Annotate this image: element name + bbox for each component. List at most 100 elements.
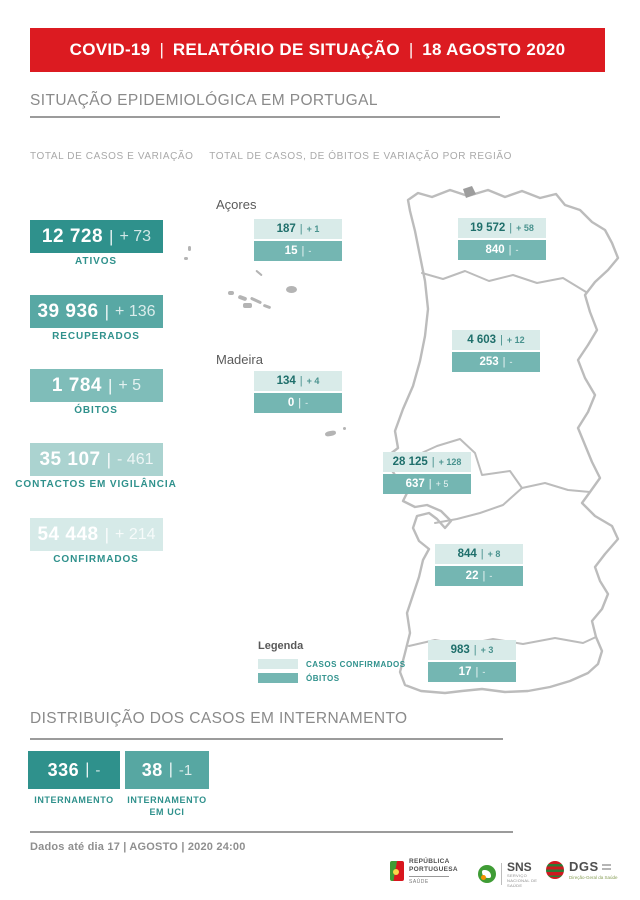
acores-island [188,246,191,251]
dgs-smallprint-lines [601,864,611,871]
stat-value: 1 784 [51,374,102,396]
value-separator: | [500,334,503,346]
region-5-cases-row: 983 | + 3 [428,640,516,660]
value-separator: | [104,301,110,321]
deaths-variation: - [305,398,309,408]
cases-value: 19 572 [470,222,506,234]
region-4-deaths-row: 22 | - [435,566,523,586]
acores-island [262,303,272,310]
stat-box-ativos: 12 728 | + 73 [30,220,163,253]
value-separator: | [106,449,112,469]
internment-uci-value: 38 [141,759,163,780]
region-4-cases-row: 844 | + 8 [435,544,523,564]
report-title-banner: COVID-19 | RELATÓRIO DE SITUAÇÃO | 18 AG… [30,28,605,72]
sns-logo-text: SNS SERVIÇO NACIONAL DE SAÚDE [507,860,543,889]
banner-title-covid: COVID-19 [69,40,151,59]
value-separator: | [299,375,303,387]
dgs-subtitle: Direção-Geral da Saúde [569,874,618,880]
value-separator: | [509,222,513,234]
value-separator: | [104,524,110,544]
stat-box-contactos: 35 107 | - 461 [30,443,163,476]
norte-centro-border [421,270,587,293]
cases-value: 983 [450,644,470,656]
deaths-value: 15 [284,245,298,257]
republica-divider [409,875,449,877]
value-separator: | [168,761,173,778]
deaths-variation: + 5 [435,479,449,489]
madeira-label: Madeira [216,352,263,367]
stat-box-recuperados: 39 936 | + 136 [30,295,163,328]
cases-value: 4 603 [467,334,497,346]
dgs-title: DGS [569,859,599,874]
stat-label-obitos: ÓBITOS [74,405,118,416]
legend-confirmed-label: CASOS CONFIRMADOS [306,660,406,669]
flag-sphere-icon [393,869,399,876]
banner-title-date: 18 AGOSTO 2020 [422,40,566,59]
acores-deaths-row: 15 | - [254,241,342,261]
republica-logo-text: REPÚBLICA PORTUGUESA SAÚDE [409,858,458,885]
deaths-value: 22 [465,570,479,582]
stat-variation: + 214 [115,525,156,543]
cases-variation: + 3 [480,645,494,655]
internment-value: 336 [47,759,80,780]
stat-variation: + 73 [119,227,152,245]
deaths-variation: - [509,357,513,367]
stat-variation: - 461 [117,450,154,468]
banner-title-report: RELATÓRIO DE SITUAÇÃO [172,40,400,59]
region-5-deaths-row: 17 | - [428,662,516,682]
acores-island [237,294,248,302]
value-separator: | [508,244,512,256]
region-3-cases-row: 28 125 | + 128 [383,452,471,472]
internment-uci-box: 38 | -1 [125,751,209,789]
value-separator: | [299,223,303,235]
cases-value: 28 125 [392,456,428,468]
region-2-deaths-row: 253 | - [452,352,540,372]
value-separator: | [298,397,302,409]
cases-variation: + 58 [516,223,534,233]
cases-variation: + 1 [306,224,320,234]
value-separator: | [428,478,432,490]
stat-variation: + 136 [115,302,156,320]
internment-uci-variation: -1 [178,761,193,779]
deaths-value: 0 [287,397,295,409]
acores-island [255,269,263,277]
sns-subtitle: SERVIÇO NACIONAL DE SAÚDE [507,873,538,888]
cases-value: 187 [276,223,296,235]
sns-circle-icon [478,865,496,884]
sns-title: SNS [507,860,532,874]
deaths-variation: - [482,667,486,677]
republica-line2: PORTUGUESA [409,865,458,873]
acores-island [243,303,252,308]
cases-variation: + 128 [438,457,462,467]
internment-section-title: DISTRIBUIÇÃO DOS CASOS EM INTERNAMENTO [30,710,408,727]
legend-deaths-swatch [258,673,298,683]
region-1-deaths-row: 840 | - [458,240,546,260]
value-separator: | [107,375,113,395]
stat-box-confirmados: 54 448 | + 214 [30,518,163,551]
stat-label-contactos: CONTACTOS EM VIGILÂNCIA [15,479,177,490]
cases-variation: + 12 [506,335,525,345]
epi-section-title: SITUAÇÃO EPIDEMIOLÓGICA EM PORTUGAL [30,92,378,109]
footer-note: Dados até dia 17 | AGOSTO | 2020 24:00 [30,841,246,853]
deaths-variation: - [489,571,493,581]
deaths-value: 17 [458,666,472,678]
acores-island [286,286,297,293]
value-separator: | [109,226,114,246]
acores-cases-row: 187 | + 1 [254,219,342,239]
stat-label-recuperados: RECUPERADOS [52,331,140,342]
deaths-value: 637 [405,478,425,490]
stat-label-ativos: ATIVOS [75,256,117,267]
footer-divider [30,831,513,833]
mainland-outline [387,188,620,695]
cases-value: 844 [457,548,477,560]
acores-island [228,291,234,295]
value-separator: | [480,548,484,560]
regions-column-label: TOTAL DE CASOS, DE ÓBITOS E VARIAÇÃO POR… [209,151,512,162]
centro-sul-border [390,438,591,493]
deaths-variation: - [515,245,519,255]
stat-value: 39 936 [37,300,99,322]
dgs-logo-text: DGS Direção-Geral da Saúde [569,859,618,880]
epi-section-underline [30,116,500,118]
internment-box: 336 | - [28,751,120,789]
sns-orange-dot [481,875,486,881]
